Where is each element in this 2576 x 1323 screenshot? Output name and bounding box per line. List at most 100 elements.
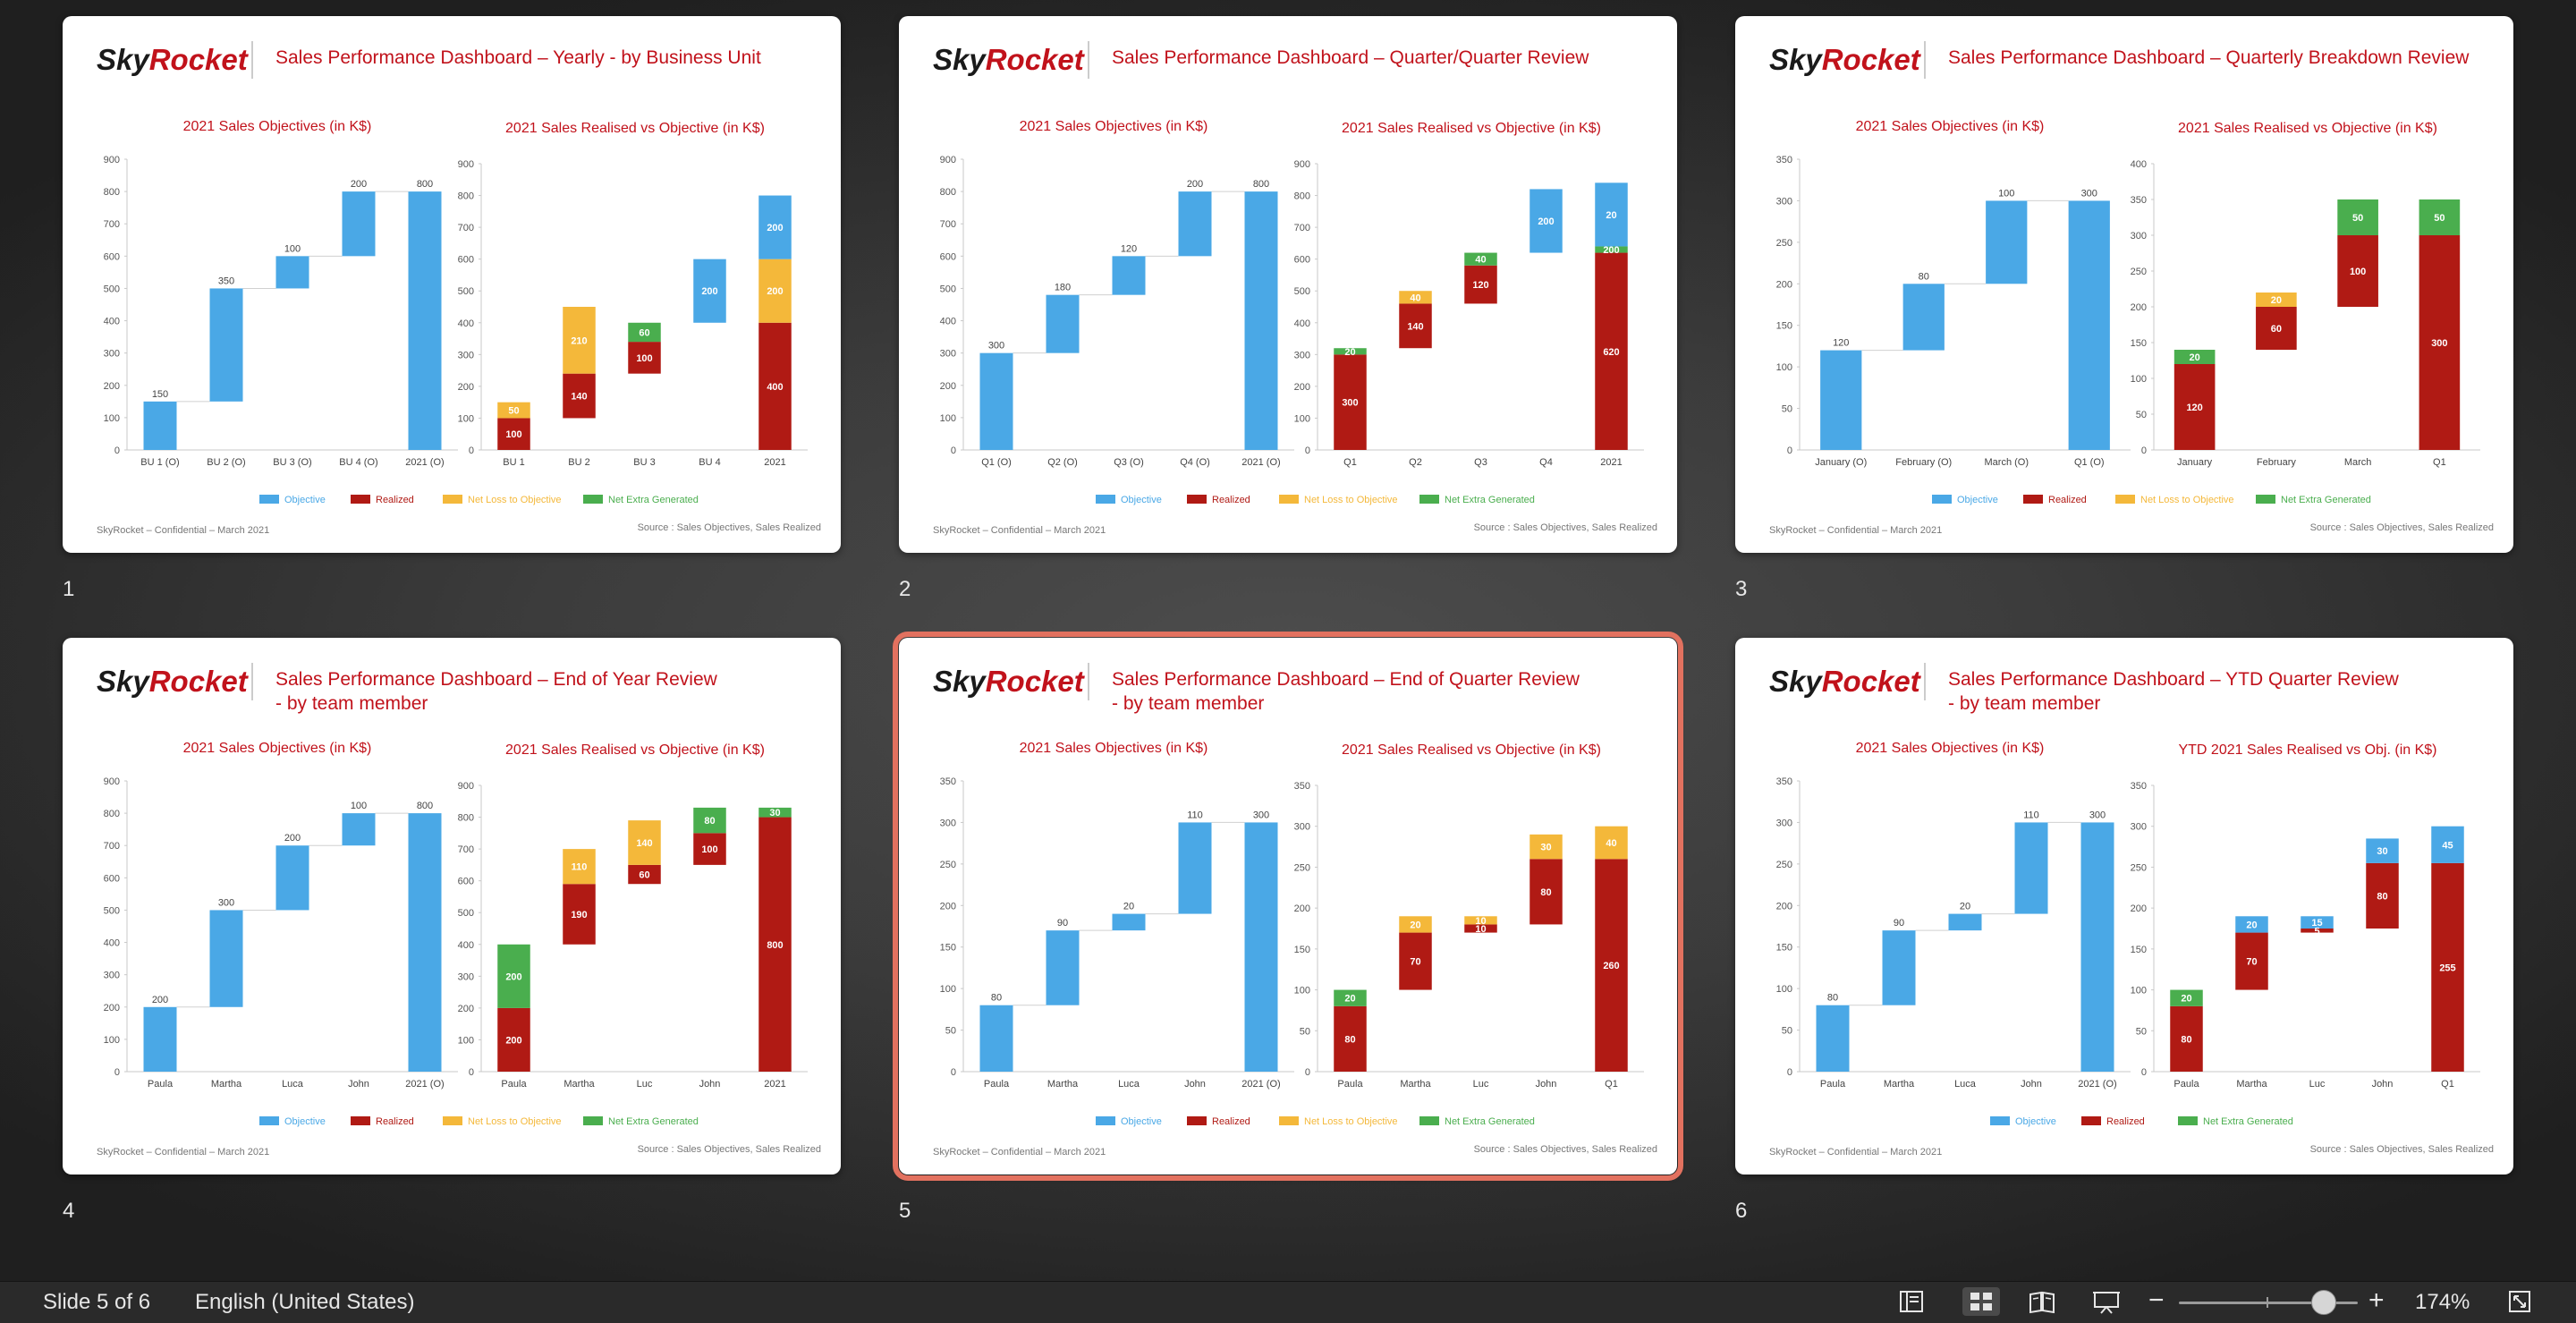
legend-label-objective: Objective (1121, 495, 1162, 505)
y-tick-label: 800 (458, 813, 474, 824)
slide-indicator[interactable]: Slide 5 of 6 (43, 1290, 151, 1314)
slide-thumbnail-4[interactable]: SkyRocket Sales Performance Dashboard – E… (63, 638, 841, 1175)
segment-value-label: 210 (571, 335, 587, 346)
zoom-level[interactable]: 174% (2415, 1290, 2470, 1314)
slideshow-icon[interactable] (2091, 1287, 2122, 1316)
segment-value-label: 60 (639, 870, 649, 881)
bar-value-label: 100 (1998, 188, 2014, 199)
y-tick-label: 600 (458, 255, 474, 266)
segment-value-label: 20 (1606, 210, 1616, 221)
category-label: 2021 (O) (2078, 1079, 2116, 1090)
y-tick-label: 900 (104, 776, 120, 787)
zoom-slider-track[interactable] (2179, 1302, 2358, 1304)
legend-swatch-loss (1279, 1116, 1299, 1125)
reading-view-icon[interactable] (2027, 1287, 2057, 1316)
slide-thumbnail-1[interactable]: SkyRocket Sales Performance Dashboard – Y… (63, 16, 841, 553)
y-tick-label: 200 (940, 381, 956, 392)
segment-value-label: 200 (1538, 216, 1554, 227)
bar-value-label: 80 (991, 993, 1002, 1004)
objectives-chart-y-axis: 0 50 100 150 200 250 300 350 (940, 776, 964, 1078)
loss-segment (563, 849, 596, 885)
segment-value-label: 140 (1407, 321, 1423, 332)
segment-value-label: 70 (2246, 957, 2257, 968)
y-tick-label: 800 (458, 191, 474, 202)
segment-value-label: 80 (2181, 1034, 2191, 1045)
y-tick-label: 200 (1294, 903, 1310, 914)
zoom-in-button[interactable]: + (2368, 1285, 2385, 1315)
skyrocket-logo: SkyRocket (1769, 43, 1922, 76)
segment-value-label: 20 (1344, 994, 1355, 1005)
category-label: Q1 (O) (2074, 457, 2105, 468)
segment-value-label: 20 (2181, 994, 2191, 1005)
slide-canvas: SkyRocket Sales Performance Dashboard – E… (933, 663, 1657, 1158)
objective-bar (979, 352, 1013, 450)
category-label: BU 1 (503, 457, 524, 468)
y-tick-label: 300 (940, 818, 956, 828)
y-tick-label: 100 (940, 413, 956, 424)
y-tick-label: 700 (1294, 223, 1310, 233)
slide-thumbnail-2[interactable]: SkyRocket Sales Performance Dashboard – Q… (899, 16, 1677, 553)
y-tick-label: 0 (114, 1067, 120, 1078)
category-label: BU 2 (O) (207, 457, 245, 468)
y-tick-label: 100 (104, 1035, 120, 1046)
objectives-chart-title: 2021 Sales Objectives (in K$) (1020, 741, 1208, 756)
category-label: Paula (148, 1079, 174, 1090)
y-tick-label: 200 (458, 382, 474, 393)
segment-value-label: 260 (1603, 961, 1619, 971)
objective-bar (1112, 913, 1146, 931)
legend-label-realized: Realized (376, 495, 414, 505)
objective-bar (1902, 284, 1945, 351)
bar-value-label: 110 (1187, 810, 1203, 820)
y-tick-label: 800 (1294, 191, 1310, 202)
y-tick-label: 300 (458, 971, 474, 982)
slide-thumbnail-3[interactable]: SkyRocket Sales Performance Dashboard – Q… (1735, 16, 2513, 553)
slide-thumbnail-6[interactable]: SkyRocket Sales Performance Dashboard – Y… (1735, 638, 2513, 1175)
bar-value-label: 200 (152, 995, 168, 1005)
y-tick-label: 150 (1776, 943, 1792, 954)
objective-bar (342, 191, 376, 257)
segment-value-label: 300 (2431, 338, 2447, 349)
zoom-slider-knob[interactable] (2311, 1290, 2336, 1315)
segment-value-label: 5 (2314, 926, 2319, 937)
extra-segment (1595, 246, 1628, 253)
objectives-chart-y-axis: 0 100 200 300 400 500 600 700 800 900 (940, 155, 964, 456)
y-tick-label: 0 (469, 445, 474, 456)
y-tick-label: 200 (458, 1004, 474, 1014)
fit-to-window-icon[interactable] (2504, 1287, 2535, 1316)
zoom-out-button[interactable]: − (2148, 1285, 2165, 1315)
slide-canvas: SkyRocket Sales Performance Dashboard – Y… (1769, 663, 2494, 1158)
normal-view-icon[interactable] (1896, 1287, 1927, 1316)
bar-value-label: 80 (1827, 993, 1838, 1004)
y-tick-label: 100 (104, 413, 120, 424)
legend-swatch-extra (2256, 495, 2275, 504)
bar-value-label: 20 (1960, 902, 1970, 912)
bar-value-label: 800 (1253, 179, 1269, 190)
segment-value-label: 40 (1606, 838, 1616, 849)
bar-value-label: 300 (218, 897, 234, 908)
y-tick-label: 0 (1787, 445, 1792, 456)
segment-value-label: 120 (2186, 403, 2202, 413)
y-tick-label: 300 (1294, 350, 1310, 360)
loss-segment (1530, 834, 1563, 860)
legend-swatch-realized (2081, 1116, 2101, 1125)
slide-sorter-view-icon[interactable] (1962, 1287, 2000, 1316)
objective-bar (275, 845, 309, 911)
extra-segment (1334, 989, 1367, 1006)
legend-swatch-realized (351, 1116, 370, 1125)
extra-segment (628, 322, 661, 343)
bar-value-label: 300 (1253, 810, 1269, 820)
segment-value-label: 300 (1342, 398, 1358, 409)
objectives-chart-y-axis: 0 100 200 300 400 500 600 700 800 900 (104, 776, 128, 1078)
bar-value-label: 180 (1055, 283, 1071, 293)
objective-bar (209, 288, 243, 402)
y-tick-label: 600 (940, 251, 956, 262)
segment-value-label: 10 (1475, 924, 1486, 935)
legend-label-extra: Net Extra Generated (608, 495, 699, 505)
objectives-chart-title: 2021 Sales Objectives (in K$) (1856, 119, 2045, 134)
bar-value-label: 300 (2089, 810, 2106, 820)
objective-bar (143, 401, 177, 450)
language-indicator[interactable]: English (United States) (195, 1290, 415, 1314)
slide-thumbnail-5[interactable]: SkyRocket Sales Performance Dashboard – E… (893, 632, 1683, 1181)
y-tick-label: 300 (940, 349, 956, 360)
bar-value-label: 150 (152, 389, 168, 400)
